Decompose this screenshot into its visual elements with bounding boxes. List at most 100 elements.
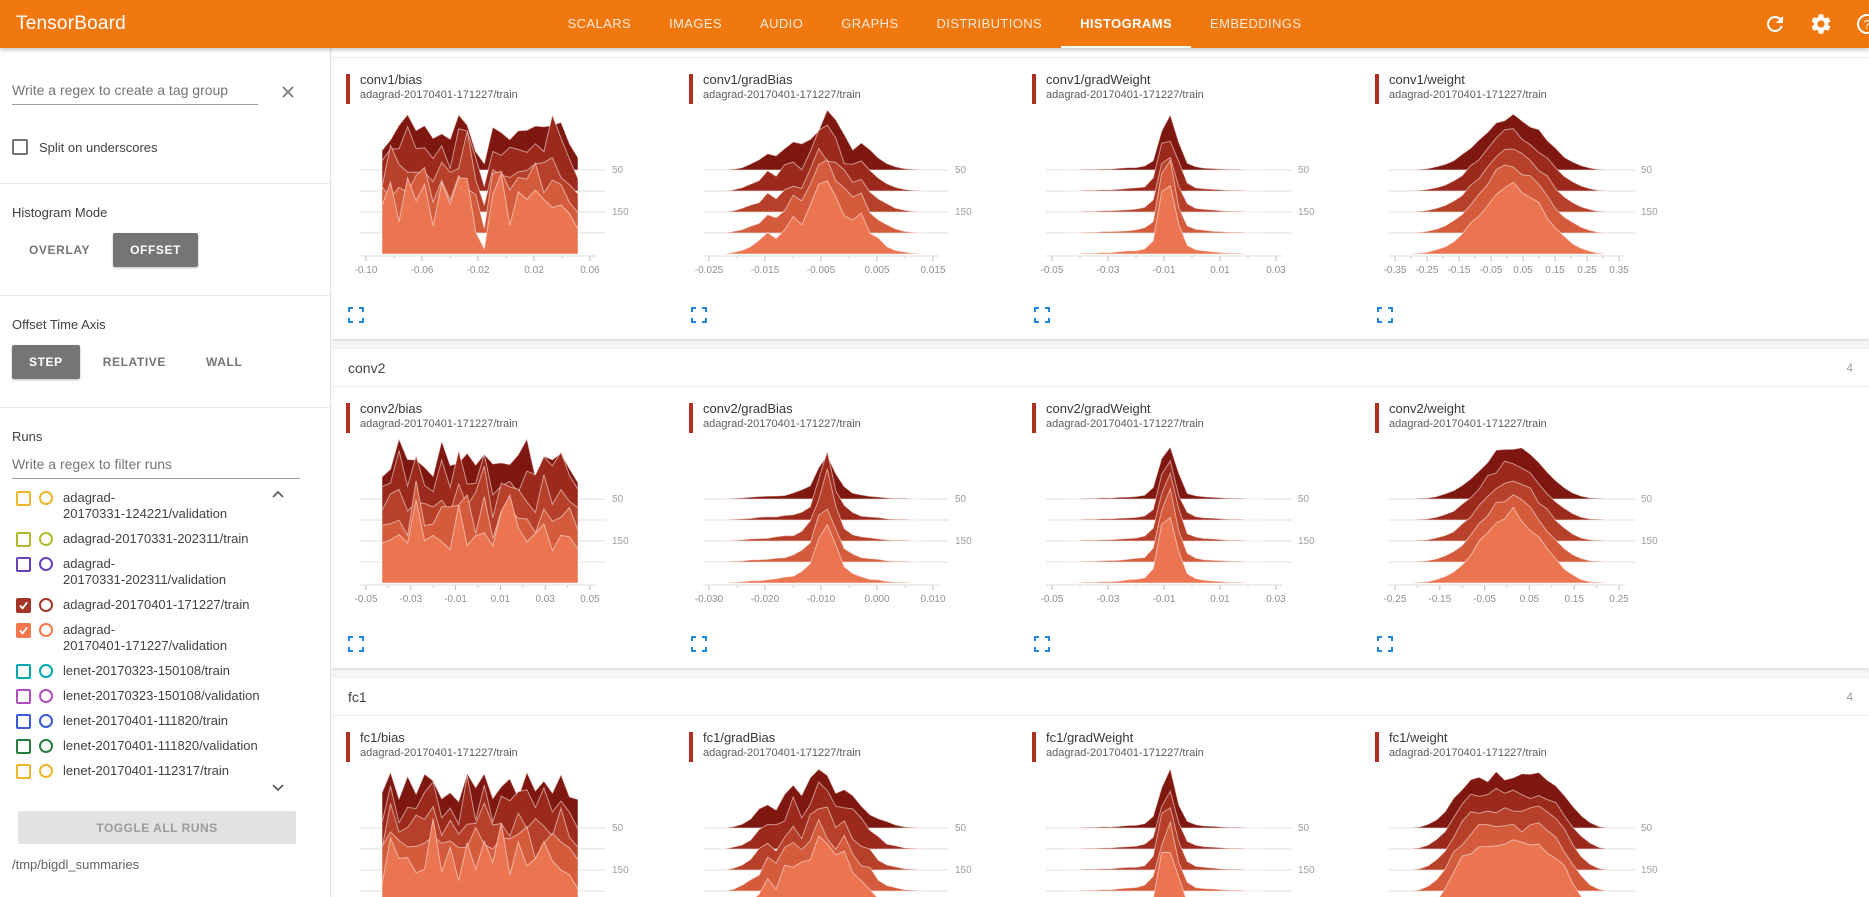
svg-text:150: 150	[1641, 865, 1658, 876]
run-checkbox[interactable]	[16, 714, 31, 729]
expand-icon[interactable]	[1034, 307, 1050, 323]
offset-time-axis-option-step[interactable]: STEP	[12, 345, 80, 379]
chevron-up-icon[interactable]	[270, 487, 286, 499]
help-icon[interactable]: ?	[1855, 12, 1869, 36]
settings-icon[interactable]	[1809, 12, 1833, 36]
run-name-label: lenet-20170401-112317/train	[63, 763, 230, 778]
run-checkbox[interactable]	[16, 491, 31, 506]
run-row[interactable]: lenet-20170323-150108/validation	[12, 683, 318, 708]
run-checkbox[interactable]	[16, 689, 31, 704]
tag-filter-input[interactable]	[12, 78, 258, 105]
run-checkbox[interactable]	[16, 557, 31, 572]
expand-icon[interactable]	[691, 307, 707, 323]
expand-icon[interactable]	[1034, 636, 1050, 652]
svg-text:50: 50	[1641, 165, 1653, 176]
split-underscores-checkbox[interactable]	[12, 139, 28, 155]
tab-graphs[interactable]: GRAPHS	[841, 15, 899, 31]
run-color-ring[interactable]	[39, 664, 53, 678]
run-checkbox[interactable]	[16, 532, 31, 547]
offset-time-axis-option-relative[interactable]: RELATIVE	[102, 355, 166, 369]
expand-icon[interactable]	[1377, 307, 1393, 323]
run-checkbox[interactable]	[16, 623, 31, 638]
svg-text:-0.06: -0.06	[411, 265, 434, 276]
svg-text:50: 50	[612, 494, 624, 505]
card-run-subtitle: adagrad-20170401-171227/train	[360, 89, 518, 101]
offset-time-axis-option-wall[interactable]: WALL	[206, 355, 243, 369]
run-row[interactable]: adagrad-20170401-171227/train	[12, 592, 318, 617]
card-run-subtitle: adagrad-20170401-171227/train	[703, 747, 861, 759]
run-row[interactable]: adagrad- 20170331-202311/validation	[12, 551, 318, 592]
run-color-ring[interactable]	[39, 623, 53, 637]
card-header: conv2/gradBias adagrad-20170401-171227/tr…	[689, 401, 1024, 433]
svg-text:-0.15: -0.15	[1428, 594, 1451, 605]
split-underscores-row[interactable]: Split on underscores	[12, 139, 318, 155]
svg-text:50: 50	[612, 823, 624, 834]
tag-group-header-conv1[interactable]: conv1	[332, 48, 1869, 58]
tag-group-header-fc1[interactable]: fc1 4	[332, 678, 1869, 716]
runs-filter-input[interactable]	[12, 452, 300, 479]
tab-embeddings[interactable]: EMBEDDINGS	[1210, 15, 1302, 31]
tab-distributions[interactable]: DISTRIBUTIONS	[936, 15, 1043, 31]
card-header: conv1/gradBias adagrad-20170401-171227/tr…	[689, 72, 1024, 104]
toggle-all-runs-button[interactable]: TOGGLE ALL RUNS	[18, 811, 296, 844]
tab-histograms[interactable]: HISTOGRAMS	[1061, 0, 1192, 48]
svg-text:0.000: 0.000	[864, 594, 889, 605]
svg-text:-0.01: -0.01	[444, 594, 467, 605]
histogram-mode-option-offset[interactable]: OFFSET	[113, 233, 199, 267]
expand-icon[interactable]	[348, 307, 364, 323]
run-color-ring[interactable]	[39, 532, 53, 546]
run-row[interactable]: lenet-20170401-111820/train	[12, 708, 318, 733]
run-checkbox[interactable]	[16, 764, 31, 779]
card-tag-title: conv2/gradBias	[703, 401, 793, 416]
run-row[interactable]: lenet-20170401-112317/train	[12, 758, 318, 783]
histogram-card: fc1/weight adagrad-20170401-171227/train 5…	[1367, 730, 1710, 897]
svg-text:-0.02: -0.02	[467, 265, 490, 276]
svg-text:50: 50	[955, 165, 967, 176]
run-color-ring[interactable]	[39, 714, 53, 728]
run-name-label: adagrad- 20170331-124221/validation	[63, 490, 228, 521]
run-row[interactable]: adagrad-20170331-202311/train	[12, 526, 318, 551]
run-row[interactable]: adagrad- 20170401-171227/validation	[12, 617, 318, 658]
card-tag-title: conv1/bias	[360, 72, 423, 87]
run-row[interactable]: lenet-20170401-111820/validation	[12, 733, 318, 758]
tab-audio[interactable]: AUDIO	[760, 15, 804, 31]
tab-images[interactable]: IMAGES	[669, 15, 723, 31]
run-row[interactable]: lenet-20170323-150108/train	[12, 658, 318, 683]
run-checkbox[interactable]	[16, 664, 31, 679]
svg-text:0.03: 0.03	[535, 594, 555, 605]
run-color-ring[interactable]	[39, 557, 53, 571]
histogram-mode-option-overlay[interactable]: OVERLAY	[29, 243, 91, 257]
close-icon[interactable]	[280, 84, 296, 100]
tab-scalars[interactable]: SCALARS	[567, 15, 632, 31]
svg-text:50: 50	[1298, 165, 1310, 176]
svg-text:-0.01: -0.01	[1153, 265, 1176, 276]
svg-text:-0.05: -0.05	[355, 594, 378, 605]
run-checkbox[interactable]	[16, 598, 31, 613]
cards-row: conv1/bias adagrad-20170401-171227/train 5…	[332, 58, 1869, 339]
run-checkbox[interactable]	[16, 739, 31, 754]
histogram-card: fc1/gradBias adagrad-20170401-171227/trai…	[681, 730, 1024, 897]
run-name-label: adagrad- 20170331-202311/validation	[63, 556, 227, 587]
run-row[interactable]: adagrad- 20170331-124221/validation	[12, 485, 318, 526]
card-run-subtitle: adagrad-20170401-171227/train	[360, 747, 518, 759]
svg-text:0.05: 0.05	[580, 594, 600, 605]
histogram-card: conv2/weight adagrad-20170401-171227/trai…	[1367, 401, 1710, 652]
expand-icon[interactable]	[1377, 636, 1393, 652]
refresh-icon[interactable]	[1763, 12, 1787, 36]
card-run-subtitle: adagrad-20170401-171227/train	[703, 89, 861, 101]
chevron-down-icon[interactable]	[270, 781, 286, 793]
nav-tabs: SCALARS IMAGES AUDIO GRAPHS DISTRIBUTIONS HIS…	[549, 0, 1321, 48]
svg-text:-0.005: -0.005	[807, 265, 836, 276]
card-header: fc1/bias adagrad-20170401-171227/train	[346, 730, 681, 762]
runs-label: Runs	[12, 429, 43, 444]
run-color-ring[interactable]	[39, 689, 53, 703]
run-color-ring[interactable]	[39, 598, 53, 612]
run-color-ring[interactable]	[39, 764, 53, 778]
svg-text:150: 150	[955, 536, 972, 547]
tag-group-header-conv2[interactable]: conv2 4	[332, 349, 1869, 387]
run-color-ring[interactable]	[39, 739, 53, 753]
run-color-ring[interactable]	[39, 491, 53, 505]
run-color-bar	[689, 403, 693, 433]
expand-icon[interactable]	[348, 636, 364, 652]
expand-icon[interactable]	[691, 636, 707, 652]
